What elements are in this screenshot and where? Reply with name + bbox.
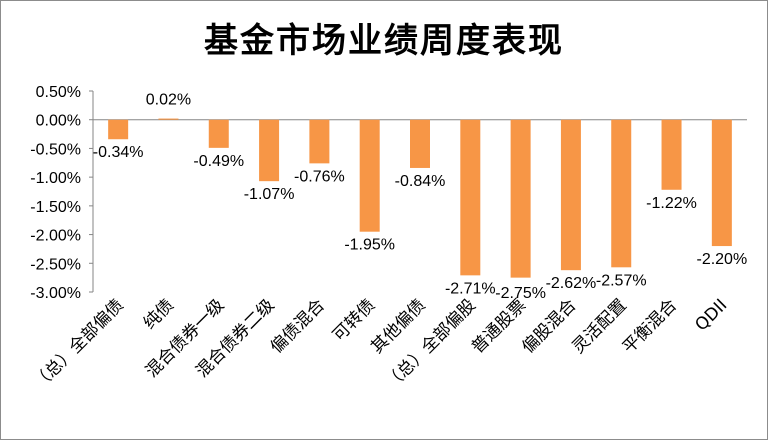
y-tick-label: 0.50% bbox=[36, 84, 81, 101]
bar bbox=[611, 119, 632, 268]
data-label: -0.76% bbox=[294, 168, 345, 185]
bar bbox=[259, 119, 280, 182]
data-label: 0.02% bbox=[146, 92, 191, 109]
y-tick-label: -3.00% bbox=[30, 285, 81, 302]
data-label: -2.71% bbox=[445, 280, 496, 297]
y-tick-label: -1.00% bbox=[30, 170, 81, 187]
bar bbox=[108, 119, 129, 140]
data-label: -1.07% bbox=[244, 186, 295, 203]
y-tick-label: -0.50% bbox=[30, 141, 81, 158]
data-label: -1.95% bbox=[344, 237, 395, 254]
bar bbox=[711, 119, 732, 247]
x-tick-label: 纯债 bbox=[140, 295, 178, 333]
data-label: -2.20% bbox=[696, 251, 747, 268]
y-tick-label: -2.50% bbox=[30, 256, 81, 273]
bar bbox=[309, 119, 330, 164]
x-tick-label: （总）全部偏股 bbox=[382, 295, 480, 393]
data-label: -2.57% bbox=[596, 272, 647, 289]
bar bbox=[410, 119, 430, 168]
bar bbox=[460, 119, 481, 276]
data-label: -0.49% bbox=[193, 153, 244, 170]
bar bbox=[208, 119, 229, 148]
data-label: -2.75% bbox=[495, 285, 546, 302]
data-label: -1.22% bbox=[646, 195, 697, 212]
x-tick-label: 灵活配置 bbox=[569, 295, 631, 357]
x-tick-label: （总）全部偏债 bbox=[29, 295, 127, 393]
bar bbox=[158, 118, 179, 120]
data-label: -2.62% bbox=[546, 275, 597, 292]
x-tick-label: 平衡混合 bbox=[619, 295, 681, 357]
bar bbox=[359, 119, 380, 232]
x-tick-label: QDII bbox=[691, 295, 731, 335]
y-tick-label: -1.50% bbox=[30, 199, 81, 216]
y-tick-label: 0.00% bbox=[36, 113, 81, 130]
x-tick-label: 偏股混合 bbox=[518, 295, 580, 357]
bar bbox=[661, 119, 682, 190]
data-label: -0.34% bbox=[93, 144, 144, 161]
chart-title: 基金市场业绩周度表现 bbox=[204, 21, 564, 61]
bar bbox=[560, 119, 581, 271]
x-tick-label: 普通股票 bbox=[468, 295, 530, 357]
x-tick-label: 偏债混合 bbox=[267, 295, 329, 357]
y-tick-label: -2.00% bbox=[30, 228, 81, 245]
data-label: -0.84% bbox=[395, 173, 446, 190]
bar bbox=[510, 119, 531, 278]
